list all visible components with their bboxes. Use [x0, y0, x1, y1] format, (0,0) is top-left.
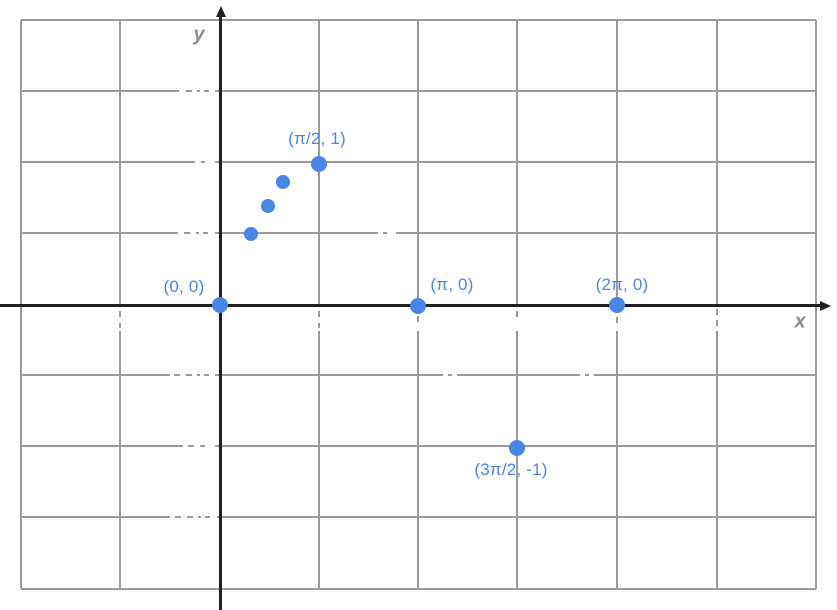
gridline-sliver — [417, 316, 419, 322]
data-point-small — [276, 175, 290, 189]
gridline-sliver — [516, 311, 518, 317]
grid-line-horizontal — [21, 19, 816, 21]
gridline-sliver — [616, 317, 618, 323]
data-point — [410, 298, 426, 314]
gridline-sliver — [716, 320, 718, 326]
grid-line-horizontal — [21, 445, 816, 447]
data-point — [609, 297, 625, 313]
gridline-sliver — [204, 374, 209, 376]
point-label: (0, 0) — [163, 277, 205, 296]
erased-label-gap — [170, 372, 215, 379]
gridline-sliver — [318, 323, 320, 328]
erased-label-gap — [170, 514, 217, 521]
gridline-sliver — [200, 445, 205, 447]
grid-line-horizontal — [21, 374, 816, 376]
gridline-sliver — [383, 232, 387, 234]
erased-label-gap — [195, 159, 215, 166]
erased-label-gap — [514, 306, 521, 331]
erased-label-gap — [378, 230, 396, 237]
gridline-sliver — [197, 90, 200, 92]
point-label: (π/2, 1) — [288, 129, 346, 148]
gridline-sliver — [203, 232, 208, 234]
erased-label-gap — [316, 306, 323, 331]
y-axis-arrowhead — [215, 6, 226, 17]
data-point-small — [244, 227, 258, 241]
gridline-sliver — [198, 516, 201, 518]
gridline-sliver — [204, 90, 209, 92]
gridline-sliver — [205, 516, 210, 518]
gridline-sliver — [585, 374, 589, 376]
x-axis-label: x — [794, 310, 806, 333]
grid-line-horizontal — [21, 232, 816, 234]
erased-label-gap — [117, 306, 124, 331]
gridline-sliver — [448, 374, 452, 376]
gridline-sliver — [201, 161, 205, 163]
data-point-small — [261, 199, 275, 213]
grid-line-horizontal — [21, 90, 816, 92]
gridline-sliver — [188, 445, 194, 447]
gridline-sliver — [716, 309, 718, 315]
grid-line-horizontal — [21, 516, 816, 518]
data-point — [212, 297, 228, 313]
gridline-sliver — [196, 232, 199, 234]
data-point — [311, 156, 327, 172]
gridline-sliver — [119, 323, 121, 328]
gridline-sliver — [187, 516, 193, 518]
erased-label-gap — [714, 306, 721, 331]
gridline-sliver — [186, 374, 192, 376]
grid-line-horizontal — [21, 588, 816, 590]
erased-label-gap — [183, 443, 215, 450]
gridline-sliver — [197, 374, 200, 376]
grid-line-horizontal — [21, 161, 816, 163]
point-label: (2π, 0) — [595, 275, 649, 294]
gridline-sliver — [184, 232, 190, 234]
y-axis-label: y — [193, 23, 205, 46]
point-label: (π, 0) — [430, 275, 474, 294]
gridline-sliver — [186, 90, 192, 92]
data-point — [509, 440, 525, 456]
point-label: (3π/2, -1) — [474, 460, 548, 479]
x-axis-arrowhead — [820, 300, 831, 311]
gridline-sliver — [174, 374, 180, 376]
gridline-sliver — [175, 516, 181, 518]
gridline-sliver — [119, 311, 121, 317]
gridline-sliver — [318, 311, 320, 317]
